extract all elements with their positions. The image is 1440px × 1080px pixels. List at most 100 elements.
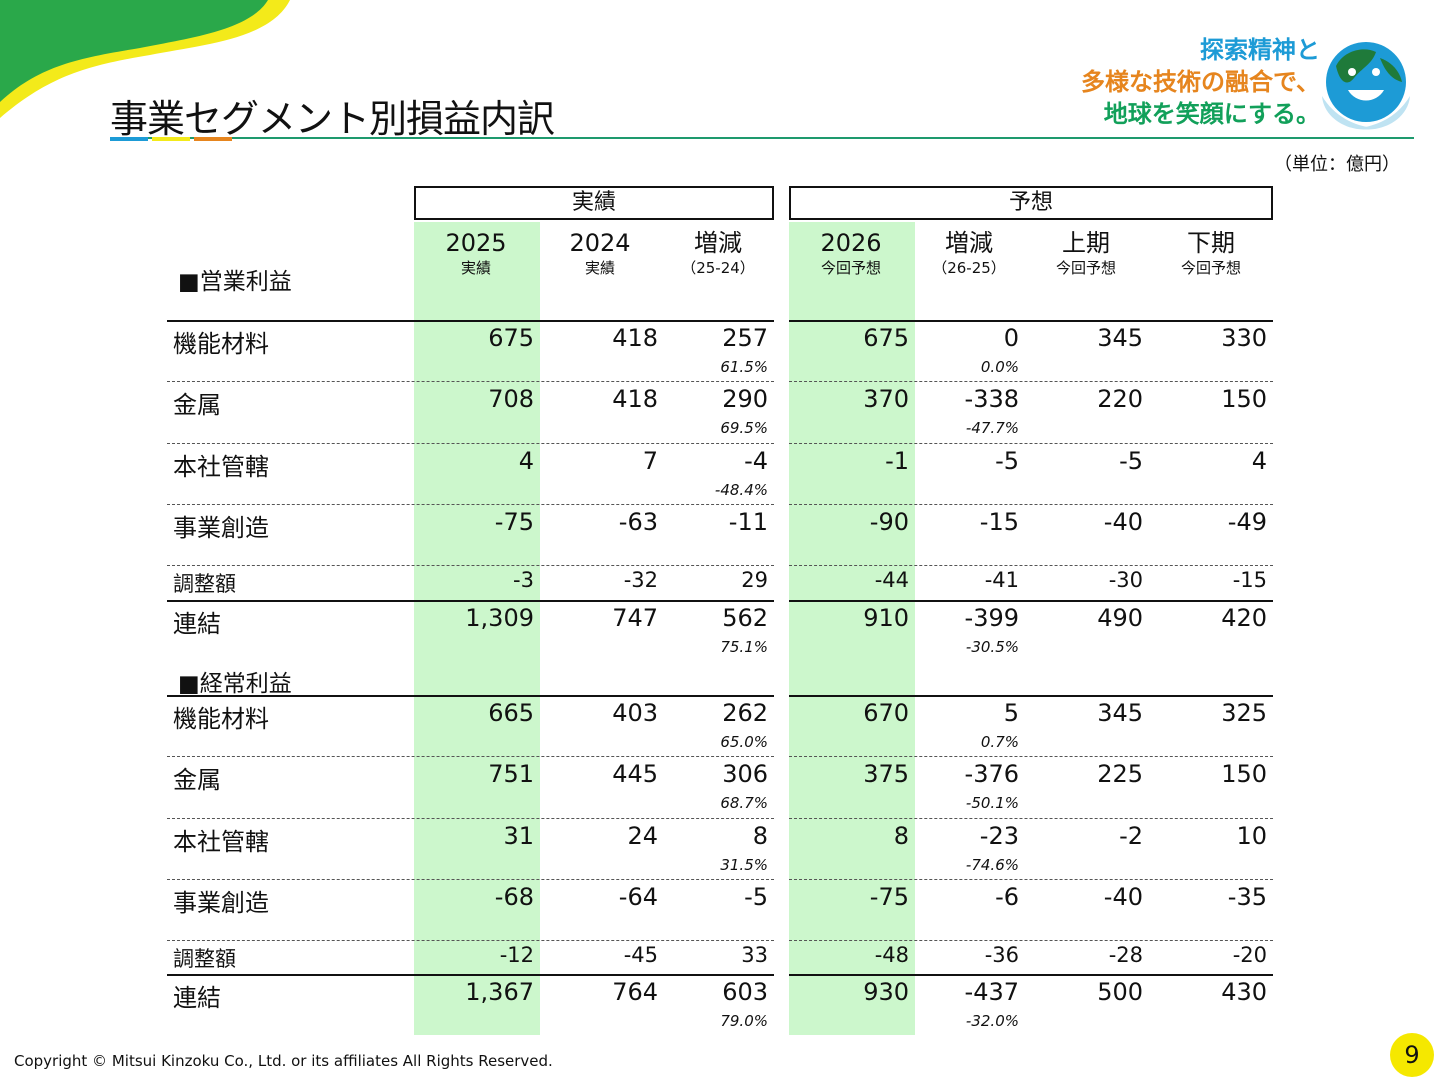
- cell-value: -30: [1108, 568, 1143, 592]
- cell-value: 375: [863, 760, 909, 788]
- column-header-sub: （26-25）: [932, 259, 1006, 277]
- row-label: 機能材料: [173, 330, 269, 358]
- column-header-main: 2025: [445, 229, 507, 257]
- cell-value: -63: [618, 508, 658, 536]
- cell-value: -6: [995, 883, 1019, 911]
- row-separator: [789, 381, 1273, 382]
- column-header-main: 2024: [569, 229, 631, 257]
- cell-value: 290: [722, 385, 768, 413]
- cell-value: 675: [488, 324, 534, 352]
- cell-value: 325: [1221, 699, 1267, 727]
- cell-value: -40: [1103, 883, 1143, 911]
- slogan-line-2: 多様な技術の融合で、: [1080, 68, 1320, 96]
- cell-value: -15: [979, 508, 1019, 536]
- row-separator: [789, 695, 1273, 697]
- row-separator: [167, 443, 774, 444]
- cell-value: 930: [863, 978, 909, 1006]
- change-percent: -74.6%: [965, 856, 1019, 874]
- row-separator: [789, 974, 1273, 976]
- page-title: 事業セグメント別損益内訳: [110, 97, 555, 141]
- change-percent: 75.1%: [720, 638, 768, 656]
- column-header-sub: （25-24）: [681, 259, 755, 277]
- column-header: 2026 今回予想: [789, 228, 913, 278]
- change-percent: 65.0%: [720, 733, 768, 751]
- title-accent-blue: [110, 137, 148, 141]
- row-label: 事業創造: [173, 514, 269, 542]
- column-header-main: 上期: [1062, 229, 1110, 257]
- change-percent: -32.0%: [965, 1012, 1019, 1030]
- cell-value: -3: [513, 568, 534, 592]
- cell-value: 420: [1221, 604, 1267, 632]
- cell-value: -49: [1227, 508, 1267, 536]
- row-separator: [789, 756, 1273, 757]
- change-percent: -50.1%: [965, 794, 1019, 812]
- column-header-sub: 今回予想: [1055, 259, 1116, 277]
- cell-value: -35: [1227, 883, 1267, 911]
- row-label: 事業創造: [173, 889, 269, 917]
- slogan-line-1: 探索精神と: [1200, 36, 1320, 64]
- change-percent: 79.0%: [720, 1012, 768, 1030]
- cell-value: 665: [488, 699, 534, 727]
- row-separator: [167, 879, 774, 880]
- column-header: 下期 今回予想: [1149, 228, 1273, 278]
- cell-value: -90: [869, 508, 909, 536]
- cell-value: 490: [1097, 604, 1143, 632]
- row-separator: [789, 600, 1273, 602]
- row-label: 機能材料: [173, 705, 269, 733]
- row-separator: [167, 320, 774, 322]
- cell-value: -399: [964, 604, 1019, 632]
- cell-value: 670: [863, 699, 909, 727]
- cell-value: -376: [964, 760, 1019, 788]
- title-underline: [110, 137, 1414, 139]
- cell-value: -20: [1232, 943, 1267, 967]
- change-percent: -48.4%: [714, 481, 768, 499]
- cell-value: 8: [893, 822, 909, 850]
- cell-value: -40: [1103, 508, 1143, 536]
- cell-value: -68: [494, 883, 534, 911]
- cell-value: 345: [1097, 324, 1143, 352]
- cell-value: -44: [874, 568, 909, 592]
- cell-value: 430: [1221, 978, 1267, 1006]
- row-label: 本社管轄: [173, 828, 269, 856]
- cell-value: -75: [494, 508, 534, 536]
- cell-value: 403: [612, 699, 658, 727]
- unit-label: （単位：億円）: [1274, 154, 1400, 175]
- copyright-notice: Copyright © Mitsui Kinzoku Co., Ltd. or …: [14, 1052, 553, 1070]
- cell-value: -41: [984, 568, 1019, 592]
- column-header: 増減 （26-25）: [907, 228, 1031, 278]
- change-percent: 68.7%: [720, 794, 768, 812]
- cell-value: 220: [1097, 385, 1143, 413]
- cell-value: 10: [1236, 822, 1267, 850]
- slogan-line-3: 地球を笑顔にする。: [1103, 100, 1320, 128]
- group-header-actual: 実績: [414, 186, 774, 220]
- row-separator: [167, 756, 774, 757]
- row-separator: [789, 504, 1273, 505]
- corporate-slogan: 探索精神と 多様な技術の融合で、 地球を笑顔にする。: [1081, 34, 1320, 130]
- row-separator: [167, 381, 774, 382]
- cell-value: -64: [618, 883, 658, 911]
- column-header-main: 増減: [694, 229, 742, 257]
- column-header-sub: 実績: [460, 259, 491, 277]
- column-header-sub: 今回予想: [1180, 259, 1241, 277]
- highlight-column-2025: [414, 222, 540, 1035]
- cell-value: 7: [642, 447, 658, 475]
- row-separator: [789, 565, 1273, 566]
- cell-value: 751: [488, 760, 534, 788]
- cell-value: -75: [869, 883, 909, 911]
- row-separator: [789, 940, 1273, 941]
- row-separator: [789, 320, 1273, 322]
- cell-value: -15: [1232, 568, 1267, 592]
- cell-value: 345: [1097, 699, 1143, 727]
- cell-value: 764: [612, 978, 658, 1006]
- change-percent: -47.7%: [965, 419, 1019, 437]
- change-percent: 0.7%: [980, 733, 1019, 751]
- row-separator: [789, 443, 1273, 444]
- title-accent-orange: [194, 137, 232, 141]
- column-header: 増減 （25-24）: [656, 228, 780, 278]
- cell-value: 4: [1251, 447, 1267, 475]
- row-label: 調整額: [173, 947, 236, 971]
- change-percent: 61.5%: [720, 358, 768, 376]
- title-accent-yellow: [152, 137, 190, 141]
- globe-logo-icon: [1322, 42, 1410, 130]
- cell-value: -36: [984, 943, 1019, 967]
